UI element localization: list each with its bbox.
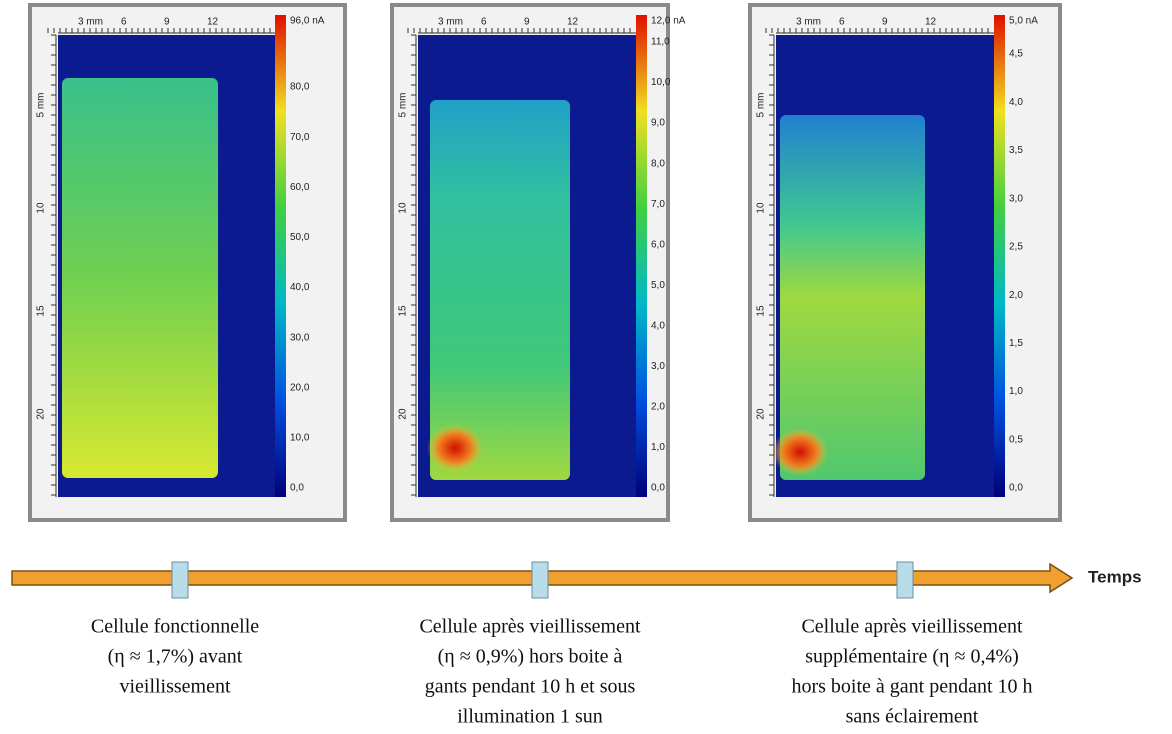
top-ruler-label: 3 mm [78,17,103,28]
colorbar-label: 2,0 [1009,290,1023,301]
top-ruler-label: 9 [524,17,530,28]
stage-caption: sans éclairement [846,706,979,728]
colorbar-label: 6,0 [651,239,665,250]
colorbar-label: 3,0 [651,361,665,372]
top-ruler-label: 3 mm [796,17,821,28]
left-ruler-label: 15 [36,305,47,317]
colorbar [636,15,647,497]
colorbar-label: 4,5 [1009,49,1023,60]
stage-caption: vieillissement [119,676,231,698]
stage-caption: hors boite à gant pendant 10 h [791,676,1032,698]
colorbar-label: 2,0 [651,402,665,413]
left-ruler-label: 10 [756,202,767,214]
time-label: Temps [1088,567,1142,586]
left-ruler-label: 5 mm [398,93,409,118]
left-ruler-label: 20 [36,408,47,420]
time-marker [171,561,189,599]
stage-caption: Cellule fonctionnelle [91,616,259,638]
colorbar-label: 80,0 [290,82,310,93]
colorbar-label: 20,0 [290,382,310,393]
colorbar-label: 96,0 nA [290,16,325,27]
colorbar-label: 7,0 [651,199,665,210]
colorbar-label: 2,5 [1009,242,1023,253]
top-ruler-label: 6 [839,17,845,28]
colorbar-label: 5,0 nA [1009,16,1038,27]
colorbar-label: 4,0 [651,320,665,331]
colorbar-label: 12,0 nA [651,16,686,27]
left-ruler-label: 20 [756,408,767,420]
colorbar-label: 0,0 [651,483,665,494]
colorbar-label: 1,0 [1009,386,1023,397]
lbic-map-panel: 3 mm 6 9 12 5 mm 10 15 20 12,0 nA 11,0 10,0 9,0 8,0 7… [390,3,686,522]
cell-area [430,100,570,480]
stage-caption: Cellule après vieillissement [419,616,640,638]
left-ruler-label: 10 [36,202,47,214]
colorbar-label: 40,0 [290,282,310,293]
top-ruler-label: 12 [925,17,937,28]
cell-area [62,78,218,478]
time-marker [531,561,549,599]
top-ruler-label: 12 [567,17,579,28]
colorbar-label: 70,0 [290,132,310,143]
top-ruler-label: 12 [207,17,219,28]
colorbar-label: 0,0 [290,483,304,494]
stage-caption: gants pendant 10 h et sous [425,676,636,698]
left-ruler-label: 5 mm [36,93,47,118]
colorbar-label: 50,0 [290,232,310,243]
stage-caption: illumination 1 sun [457,706,603,728]
lbic-map-panel: 3 mm 6 9 12 5 mm 10 15 20 96,0 nA 80,0 70,0 60,0 50,… [28,3,347,522]
left-ruler-label: 20 [398,408,409,420]
top-ruler-label: 9 [164,17,170,28]
colorbar-label: 9,0 [651,118,665,129]
colorbar-label: 10,0 [651,77,671,88]
left-ruler-label: 15 [756,305,767,317]
colorbar-label: 3,5 [1009,145,1023,156]
colorbar-label: 4,0 [1009,97,1023,108]
timeline: Temps Cellule fonctionnelle (η ≈ 1,7%) av… [11,561,1142,728]
stage-caption: (η ≈ 0,9%) hors boite à [438,646,623,668]
colorbar-label: 8,0 [651,158,665,169]
colorbar-label: 60,0 [290,182,310,193]
stage-caption: Cellule après vieillissement [801,616,1022,638]
top-ruler-label: 6 [121,17,127,28]
colorbar [994,15,1005,497]
lbic-map-panel: 3 mm 6 9 12 5 mm 10 15 20 5,0 nA 4,5 4,0 3,5 3,0 2,5 2… [748,3,1062,522]
time-marker [896,561,914,599]
stage-caption: (η ≈ 1,7%) avant [108,646,243,668]
hot-spot [427,424,483,472]
colorbar-label: 5,0 [651,280,665,291]
colorbar-label: 1,0 [651,442,665,453]
colorbar [275,15,286,497]
cell-area [780,115,925,480]
left-ruler-label: 5 mm [756,93,767,118]
top-ruler-label: 3 mm [438,17,463,28]
top-ruler-label: 6 [481,17,487,28]
top-ruler-label: 9 [882,17,888,28]
colorbar-label: 3,0 [1009,193,1023,204]
colorbar-label: 30,0 [290,332,310,343]
colorbar-label: 11,0 [651,37,670,48]
colorbar-label: 10,0 [290,433,310,444]
stage-caption: supplémentaire (η ≈ 0,4%) [805,646,1019,668]
left-ruler-label: 10 [398,202,409,214]
hot-spot [772,428,828,476]
colorbar-label: 0,0 [1009,483,1023,494]
colorbar-label: 1,5 [1009,338,1023,349]
colorbar-label: 0,5 [1009,434,1023,445]
left-ruler-label: 15 [398,305,409,317]
